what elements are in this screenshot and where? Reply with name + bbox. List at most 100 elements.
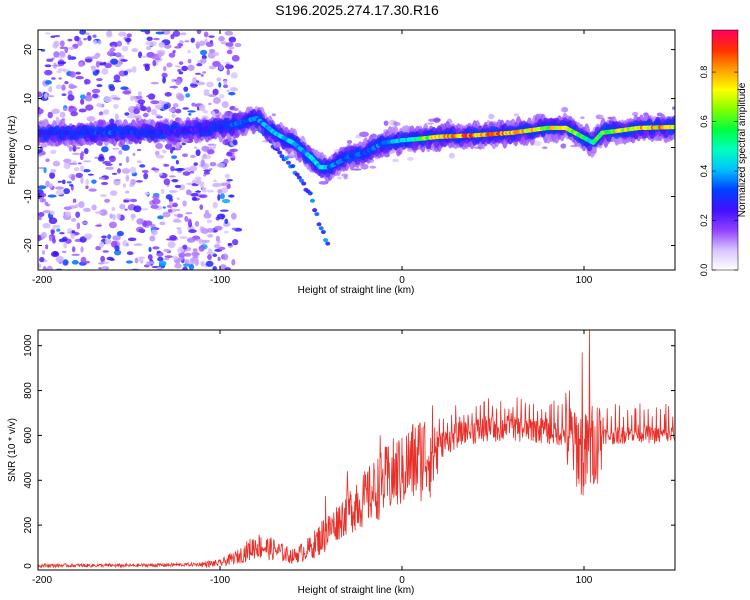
heatmap-noise-cell (59, 50, 66, 57)
heatmap-noise-cell (91, 65, 96, 72)
heatmap-noise-cell (39, 256, 45, 263)
heatmap-noise-cell (170, 165, 175, 172)
heatmap-noise-cell (175, 141, 181, 149)
heatmap-noise-cell (61, 236, 68, 242)
heatmap-noise-cell (53, 40, 60, 48)
heatmap-noise-cell (206, 189, 215, 193)
heatmap-noise-cell (205, 260, 214, 267)
heatmap-noise-cell (101, 181, 109, 186)
heatmap-noise-cell (127, 237, 137, 242)
heatmap-noise-cell (221, 182, 229, 187)
heatmap-noise-cell (85, 179, 89, 185)
heatmap-noise-cell (138, 257, 144, 263)
heatmap-noise-cell (146, 95, 154, 98)
heatmap-noise-cell (136, 148, 142, 152)
heatmap-noise-cell (124, 208, 128, 211)
heatmap-noise-cell (102, 61, 107, 65)
heatmap-noise-cell (84, 233, 93, 239)
heatmap-noise-cell (48, 235, 53, 242)
heatmap-noise-cell (155, 142, 163, 150)
heatmap-noise-cell (198, 245, 205, 252)
heatmap-noise-cell (193, 162, 199, 166)
heatmap-noise-cell (226, 151, 233, 157)
heatmap-noise-cell (154, 104, 163, 110)
heatmap-noise-cell (48, 86, 53, 93)
snr-x-ticks: -200 -100 0 100 (32, 330, 593, 586)
heatmap-noise-cell (78, 108, 87, 113)
heatmap-noise-cell (134, 257, 139, 264)
heatmap-noise-cell (203, 109, 208, 114)
snr-series-line (38, 330, 675, 569)
heatmap-noise-cell (208, 102, 212, 106)
heatmap-noise-cell (119, 203, 126, 210)
heatmap-noise-cell (108, 221, 118, 229)
heatmap-branch-cell (283, 156, 289, 161)
heatmap-ridge-core (672, 124, 675, 130)
heatmap-noise-cell (156, 266, 162, 270)
heatmap-noise-cell (68, 162, 78, 165)
heatmap-noise-cell (560, 143, 567, 149)
heatmap-noise-cell (220, 193, 225, 200)
heatmap-noise-cell (73, 167, 80, 172)
heatmap-noise-cell (212, 143, 217, 150)
heatmap-noise-cell (57, 61, 67, 65)
heatmap-noise-cell (178, 252, 186, 258)
heatmap-noise-cell (223, 84, 229, 89)
heatmap-noise-cell (163, 103, 169, 110)
heatmap-noise-cell (42, 267, 48, 270)
heatmap-noise-cell (186, 247, 192, 252)
heatmap-noise-cell (193, 146, 198, 150)
heatmap-noise-cell (190, 84, 199, 87)
heatmap-noise-cell (231, 239, 239, 246)
heatmap-noise-cell (62, 107, 68, 111)
heatmap-noise-cell (44, 80, 52, 85)
heatmap-branch-cell (277, 150, 283, 155)
heatmap-noise-cell (448, 152, 455, 159)
heatmap-noise-cell (45, 32, 51, 35)
heatmap-branch-cell (296, 175, 302, 180)
heatmap-noise-cell (140, 30, 147, 33)
heatmap-noise-cell (201, 55, 207, 60)
heatmap-noise-cell (175, 78, 182, 86)
heatmap-noise-cell (161, 72, 168, 78)
heatmap-noise-cell (187, 58, 192, 64)
heatmap-noise-cell (173, 168, 182, 172)
spectrogram-x-ticks: -200 -100 0 100 (32, 30, 593, 286)
heatmap-noise-cell (188, 112, 192, 116)
heatmap-noise-cell (114, 113, 120, 121)
heatmap-noise-cell (118, 31, 127, 37)
heatmap-noise-cell (230, 157, 235, 161)
snr-y-label: SNR (10 * v/v) (7, 418, 18, 482)
heatmap-noise-cell (76, 222, 81, 230)
heatmap-noise-cell (67, 54, 72, 61)
spectrogram-y-ticks: 20 10 0 -10 -20 (23, 44, 675, 253)
heatmap-noise-cell (231, 54, 240, 62)
heatmap-noise-cell (74, 35, 80, 42)
heatmap-noise-cell (106, 50, 115, 57)
heatmap-noise-cell (109, 190, 118, 196)
heatmap-noise-cell (79, 236, 87, 243)
y-tick-label: 10 (23, 93, 34, 105)
heatmap-noise-cell (98, 267, 102, 270)
heatmap-noise-cell (158, 41, 165, 48)
heatmap-noise-cell (229, 148, 239, 152)
heatmap-noise-cell (223, 158, 229, 165)
heatmap-noise-cell (203, 89, 210, 92)
heatmap-noise-cell (46, 265, 53, 270)
heatmap-noise-cell (656, 112, 663, 117)
heatmap-noise-cell (231, 212, 237, 220)
heatmap-noise-cell (133, 243, 143, 246)
heatmap-noise-cell (95, 245, 102, 251)
heatmap-noise-cell (125, 242, 129, 247)
heatmap-noise-cell (151, 56, 160, 59)
heatmap-noise-cell (191, 102, 196, 107)
heatmap-noise-cell (158, 260, 167, 267)
heatmap-noise-cell (216, 77, 222, 82)
heatmap-branch-cell (301, 181, 307, 186)
heatmap-branch-cell (307, 191, 313, 196)
heatmap-noise-cell (216, 213, 226, 220)
x-tick-label: -100 (210, 575, 230, 586)
heatmap-noise-cell (146, 36, 153, 41)
heatmap-noise-cell (75, 75, 84, 80)
heatmap-noise-cell (217, 256, 221, 262)
